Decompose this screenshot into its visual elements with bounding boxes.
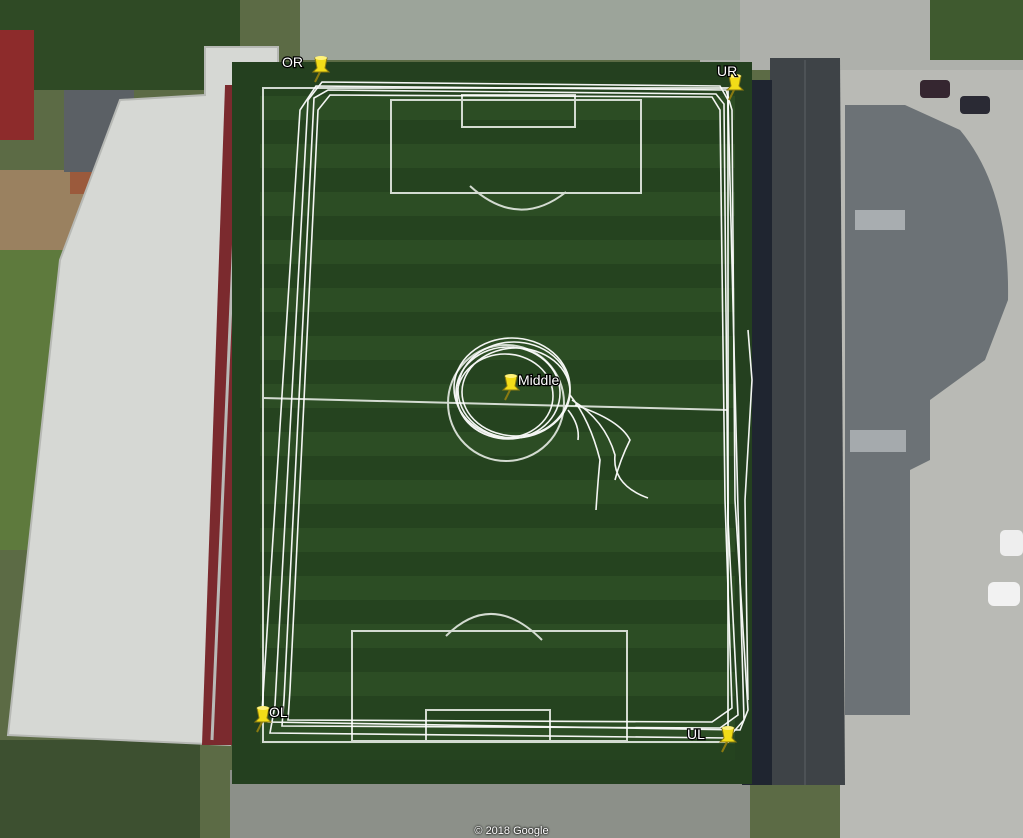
parking-top bbox=[300, 0, 740, 60]
marker-label-or[interactable]: OR bbox=[281, 53, 304, 71]
trees-bottomleft bbox=[0, 740, 200, 838]
car bbox=[988, 582, 1020, 606]
car bbox=[1000, 530, 1023, 556]
marker-label-middle[interactable]: Middle bbox=[517, 371, 561, 389]
pitch bbox=[260, 80, 735, 760]
car bbox=[920, 80, 950, 98]
map-copyright: © 2018 Google bbox=[474, 825, 549, 837]
marker-label-ur[interactable]: UR bbox=[716, 62, 739, 80]
east-building bbox=[845, 105, 1009, 715]
trees-right bbox=[930, 0, 1023, 60]
car bbox=[960, 96, 990, 114]
east-stand-roof bbox=[770, 58, 845, 785]
marker-label-ul[interactable]: UL bbox=[686, 725, 707, 743]
house-red bbox=[0, 30, 34, 140]
marker-label-ol[interactable]: OL bbox=[268, 703, 289, 721]
trees-topleft bbox=[0, 0, 240, 90]
